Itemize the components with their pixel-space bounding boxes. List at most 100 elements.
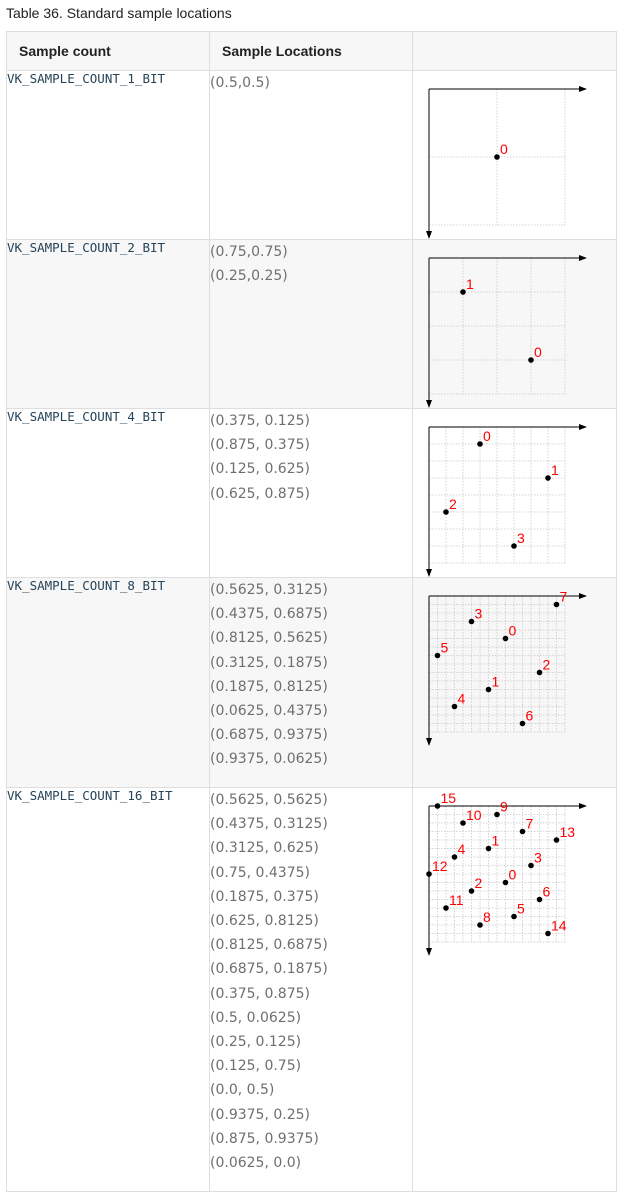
sample-point-label: 5 bbox=[441, 640, 449, 656]
sample-point-label: 2 bbox=[475, 875, 483, 891]
grid-lines bbox=[429, 427, 566, 564]
sample-point-label: 7 bbox=[526, 816, 534, 832]
sample-point-label: 1 bbox=[551, 462, 559, 478]
sample-point-label: 9 bbox=[500, 799, 508, 815]
location-entry: (0.0625, 0.0) bbox=[210, 1155, 302, 1172]
y-axis-arrow-icon bbox=[426, 569, 432, 577]
sample-point-label: 11 bbox=[449, 892, 464, 908]
sample-point-label: 13 bbox=[560, 824, 576, 840]
sample-locations-cell: (0.75,0.75) (0.25,0.25) bbox=[209, 239, 413, 409]
location-entry: (0.25,0.25) bbox=[210, 268, 288, 285]
location-entry: (0.25, 0.125) bbox=[210, 1034, 302, 1051]
sample-point-label: 3 bbox=[517, 530, 525, 546]
sample-locations-cell: (0.5,0.5) bbox=[209, 70, 413, 240]
location-entry: (0.875, 0.9375) bbox=[210, 1130, 319, 1147]
sample-point bbox=[536, 896, 543, 903]
sample-point bbox=[477, 441, 483, 447]
x-axis-arrow-icon bbox=[579, 593, 587, 599]
sample-point bbox=[553, 837, 560, 843]
sample-point-label: 10 bbox=[466, 807, 482, 823]
location-entry: (0.9375, 0.0625) bbox=[210, 751, 328, 768]
location-entry: (0.1875, 0.375) bbox=[210, 888, 319, 905]
location-entry: (0.8125, 0.5625) bbox=[210, 630, 328, 647]
sample-point-label: 0 bbox=[509, 623, 517, 639]
location-entry: (0.9375, 0.25) bbox=[210, 1106, 310, 1123]
location-entry: (0.4375, 0.6875) bbox=[210, 606, 328, 623]
sample-point bbox=[468, 618, 475, 625]
sample-count-cell: VK_SAMPLE_COUNT_4_BIT bbox=[6, 408, 210, 578]
sample-count-cell: VK_SAMPLE_COUNT_16_BIT bbox=[6, 787, 210, 1192]
sample-point-label: 6 bbox=[543, 884, 551, 900]
sample-point bbox=[494, 154, 500, 160]
sample-point bbox=[426, 871, 432, 877]
sample-point-label: 0 bbox=[534, 344, 542, 360]
sample-point bbox=[553, 601, 560, 608]
location-entry: (0.1875, 0.8125) bbox=[210, 678, 328, 695]
sample-point bbox=[545, 475, 551, 481]
sample-point-label: 4 bbox=[458, 841, 466, 857]
sample-point-label: 1 bbox=[492, 674, 500, 690]
sample-point bbox=[443, 509, 449, 515]
sample-point bbox=[485, 845, 492, 852]
table-row: VK_SAMPLE_COUNT_1_BIT (0.5,0.5) 0 bbox=[6, 70, 617, 240]
location-entry: (0.5,0.5) bbox=[210, 75, 270, 91]
location-entry: (0.75,0.75) bbox=[210, 244, 288, 260]
sample-point-label: 0 bbox=[509, 867, 517, 883]
grid-lines bbox=[429, 258, 566, 395]
location-entry: (0.75, 0.4375) bbox=[210, 864, 310, 881]
sample-count-cell: VK_SAMPLE_COUNT_1_BIT bbox=[6, 70, 210, 240]
header-figure bbox=[412, 31, 617, 71]
location-entry: (0.6875, 0.9375) bbox=[210, 727, 328, 744]
sample-point-label: 0 bbox=[483, 428, 491, 444]
y-axis-arrow-icon bbox=[426, 948, 432, 956]
sample-pattern-figure-cell: 0 1 2 3 4 5 6 7 bbox=[412, 577, 617, 788]
table-row: VK_SAMPLE_COUNT_2_BIT (0.75,0.75) (0.25,… bbox=[6, 239, 617, 409]
sample-pattern-figure-cell: 0 1 2 3 4 5 6 7 8 9 10 11 12 13 14 15 bbox=[412, 787, 617, 1192]
location-entry: (0.375, 0.125) bbox=[210, 413, 310, 429]
sample-count-cell: VK_SAMPLE_COUNT_2_BIT bbox=[6, 239, 210, 409]
location-entry: (0.3125, 0.625) bbox=[210, 840, 319, 857]
sample-point-label: 3 bbox=[534, 850, 542, 866]
header-sample-locations: Sample Locations bbox=[209, 31, 413, 71]
sample-locations-cell: (0.5625, 0.3125) (0.4375, 0.6875) (0.812… bbox=[209, 577, 413, 788]
sample-pattern-diagram: 01 bbox=[426, 255, 587, 408]
location-entry: (0.5625, 0.5625) bbox=[210, 792, 328, 808]
sample-locations-cell: (0.5625, 0.5625) (0.4375, 0.3125) (0.312… bbox=[209, 787, 413, 1192]
sample-point-label: 2 bbox=[449, 496, 457, 512]
location-entry: (0.625, 0.875) bbox=[210, 485, 310, 502]
sample-point bbox=[443, 905, 449, 911]
location-entry: (0.125, 0.625) bbox=[210, 461, 310, 478]
sample-point bbox=[451, 854, 458, 860]
sample-point bbox=[434, 652, 441, 659]
table-row: VK_SAMPLE_COUNT_16_BIT (0.5625, 0.5625) … bbox=[6, 787, 617, 1192]
location-entry: (0.0625, 0.4375) bbox=[210, 703, 328, 720]
header-row: Sample count Sample Locations bbox=[6, 31, 617, 71]
sample-point-label: 3 bbox=[475, 606, 483, 622]
sample-point bbox=[460, 820, 466, 826]
x-axis-arrow-icon bbox=[579, 255, 587, 261]
table-row: VK_SAMPLE_COUNT_4_BIT (0.375, 0.125) (0.… bbox=[6, 408, 617, 578]
sample-point-label: 1 bbox=[466, 276, 474, 292]
sample-point bbox=[451, 703, 458, 710]
sample-point bbox=[485, 686, 492, 693]
sample-point-label: 1 bbox=[492, 833, 500, 849]
location-entry: (0.5625, 0.3125) bbox=[210, 582, 328, 598]
location-entry: (0.875, 0.375) bbox=[210, 437, 310, 454]
x-axis-arrow-icon bbox=[579, 86, 587, 92]
sample-point bbox=[519, 720, 526, 727]
sample-point bbox=[502, 879, 509, 886]
sample-point bbox=[477, 922, 483, 928]
sample-locations-table: Sample count Sample Locations VK_SAMPLE_… bbox=[6, 31, 617, 1192]
sample-point-label: 2 bbox=[543, 657, 551, 673]
y-axis-arrow-icon bbox=[426, 400, 432, 408]
grid-lines bbox=[429, 806, 566, 943]
sample-pattern-diagram: 0 1 2 3 bbox=[426, 424, 587, 577]
sample-point bbox=[511, 913, 517, 920]
y-axis-arrow-icon bbox=[426, 231, 432, 239]
sample-point-label: 12 bbox=[432, 858, 448, 874]
sample-point-label: 15 bbox=[441, 790, 457, 806]
location-entry: (0.625, 0.8125) bbox=[210, 913, 319, 930]
sample-point bbox=[519, 828, 526, 835]
